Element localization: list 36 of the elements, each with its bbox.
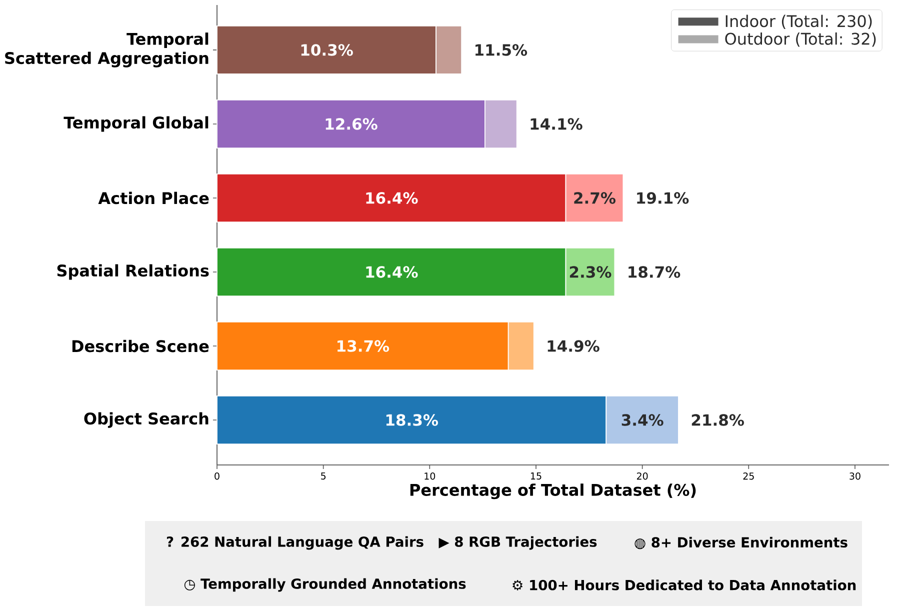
x-tick-label: 15 <box>530 472 542 480</box>
total-label: 19.1% <box>637 192 689 204</box>
x-axis-title: Percentage of Total Dataset (%) <box>410 484 696 500</box>
total-label: 11.5% <box>476 44 528 56</box>
text: Outdoor (Total: 32) <box>725 32 876 47</box>
data-label: 10.3% <box>301 44 353 56</box>
x-tick-label: 10 <box>424 472 436 480</box>
x-tick-label: 20 <box>636 472 648 480</box>
total-label: 14.1% <box>530 118 582 130</box>
data-label: 18.3% <box>386 414 438 426</box>
text: ⚙ 100+ Hours Dedicated to Data Annotation <box>512 580 856 590</box>
x-tick-label: 30 <box>850 472 860 480</box>
total-label: 21.8% <box>692 414 744 426</box>
y-tick-label: Temporal Global <box>64 116 208 132</box>
text: ? 262 Natural Language QA Pairs <box>166 536 424 550</box>
data-label: 16.4% <box>366 192 418 204</box>
total-label: 14.9% <box>548 340 600 352</box>
data-label: 12.6% <box>326 118 378 130</box>
y-tick-label: Describe Scene <box>72 340 209 352</box>
y-tick-label: Temporal Scattered Aggregation <box>5 32 208 68</box>
y-tick-label: Spatial Relations <box>57 264 209 280</box>
y-tick-label: Action Place <box>98 192 209 204</box>
x-tick-label: 25 <box>743 472 754 480</box>
text: ◍ 8+ Diverse Environments <box>634 536 848 550</box>
data-label: 16.4% <box>366 266 418 278</box>
data-label: 2.7% <box>574 192 616 204</box>
x-tick-label: 5 <box>321 472 326 480</box>
text: Indoor (Total: 230) <box>726 14 872 30</box>
data-label: 3.4% <box>622 414 664 426</box>
data-label: 13.7% <box>338 340 390 352</box>
total-label: 18.7% <box>628 266 680 278</box>
text: ▶ 8 RGB Trajectories <box>438 536 597 550</box>
x-tick-label: 0 <box>214 472 220 480</box>
data-label: 2.3% <box>570 266 612 278</box>
text: ◷ Temporally Grounded Annotations <box>184 578 466 592</box>
y-tick-label: Object Search <box>84 412 208 428</box>
